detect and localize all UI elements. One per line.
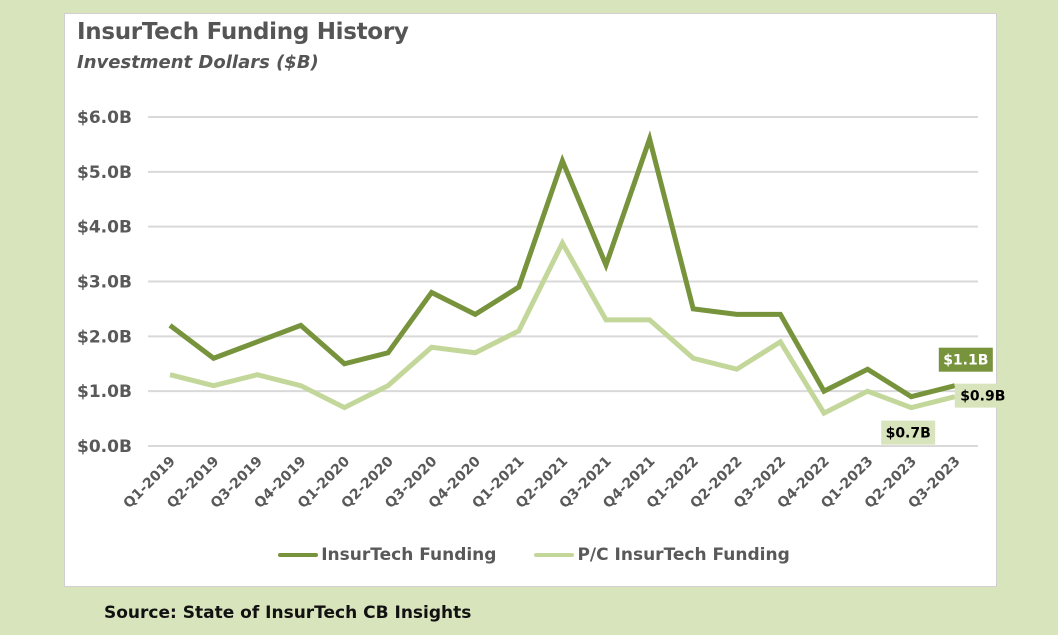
data-label-text: $1.1B [943,353,988,369]
data-label-box [954,383,1011,408]
data-label: $1.1B [938,347,993,372]
x-axis-ticks: Q1-2019Q2-2019Q3-2019Q4-2019Q1-2020Q2-20… [121,453,964,511]
data-labels: $1.1B $0.9B $0.7B [881,347,1011,445]
y-tick-label: $2.0B [77,327,132,347]
legend-swatch-insurtech [278,553,319,557]
data-label-box [938,347,993,372]
chart-panel [64,13,997,587]
series-line-insurtech [168,130,956,400]
data-label: $0.7B [881,420,936,445]
y-tick-label: $0.0B [77,437,132,457]
legend-label: P/C InsurTech Funding [577,545,790,565]
y-tick-label: $5.0B [77,163,132,183]
series-lines [168,130,956,417]
gridlines [148,116,978,447]
y-tick-label: $3.0B [77,273,132,293]
legend-item-pc-insurtech[interactable]: P/C InsurTech Funding [534,545,790,565]
y-tick-label: $1.0B [77,382,132,402]
legend: InsurTech Funding P/C InsurTech Funding [0,545,1058,565]
legend-label: InsurTech Funding [321,545,497,565]
data-label-text: $0.7B [886,426,931,442]
chart-title: InsurTech Funding History [77,19,409,45]
source-note: Source: State of InsurTech CB Insights [104,603,472,623]
legend-item-insurtech[interactable]: InsurTech Funding [278,545,496,565]
y-tick-label: $6.0B [77,108,132,128]
data-label-text: $0.9B [960,389,1005,405]
data-label-box [881,420,936,445]
data-label: $0.9B [954,383,1011,408]
chart-subtitle: Investment Dollars ($B) [77,52,319,73]
y-tick-label: $4.0B [77,218,132,238]
legend-swatch-pc-insurtech [534,553,575,557]
y-axis-ticks: $0.0B $1.0B $2.0B $3.0B $4.0B $5.0B $6.0B [77,108,132,457]
